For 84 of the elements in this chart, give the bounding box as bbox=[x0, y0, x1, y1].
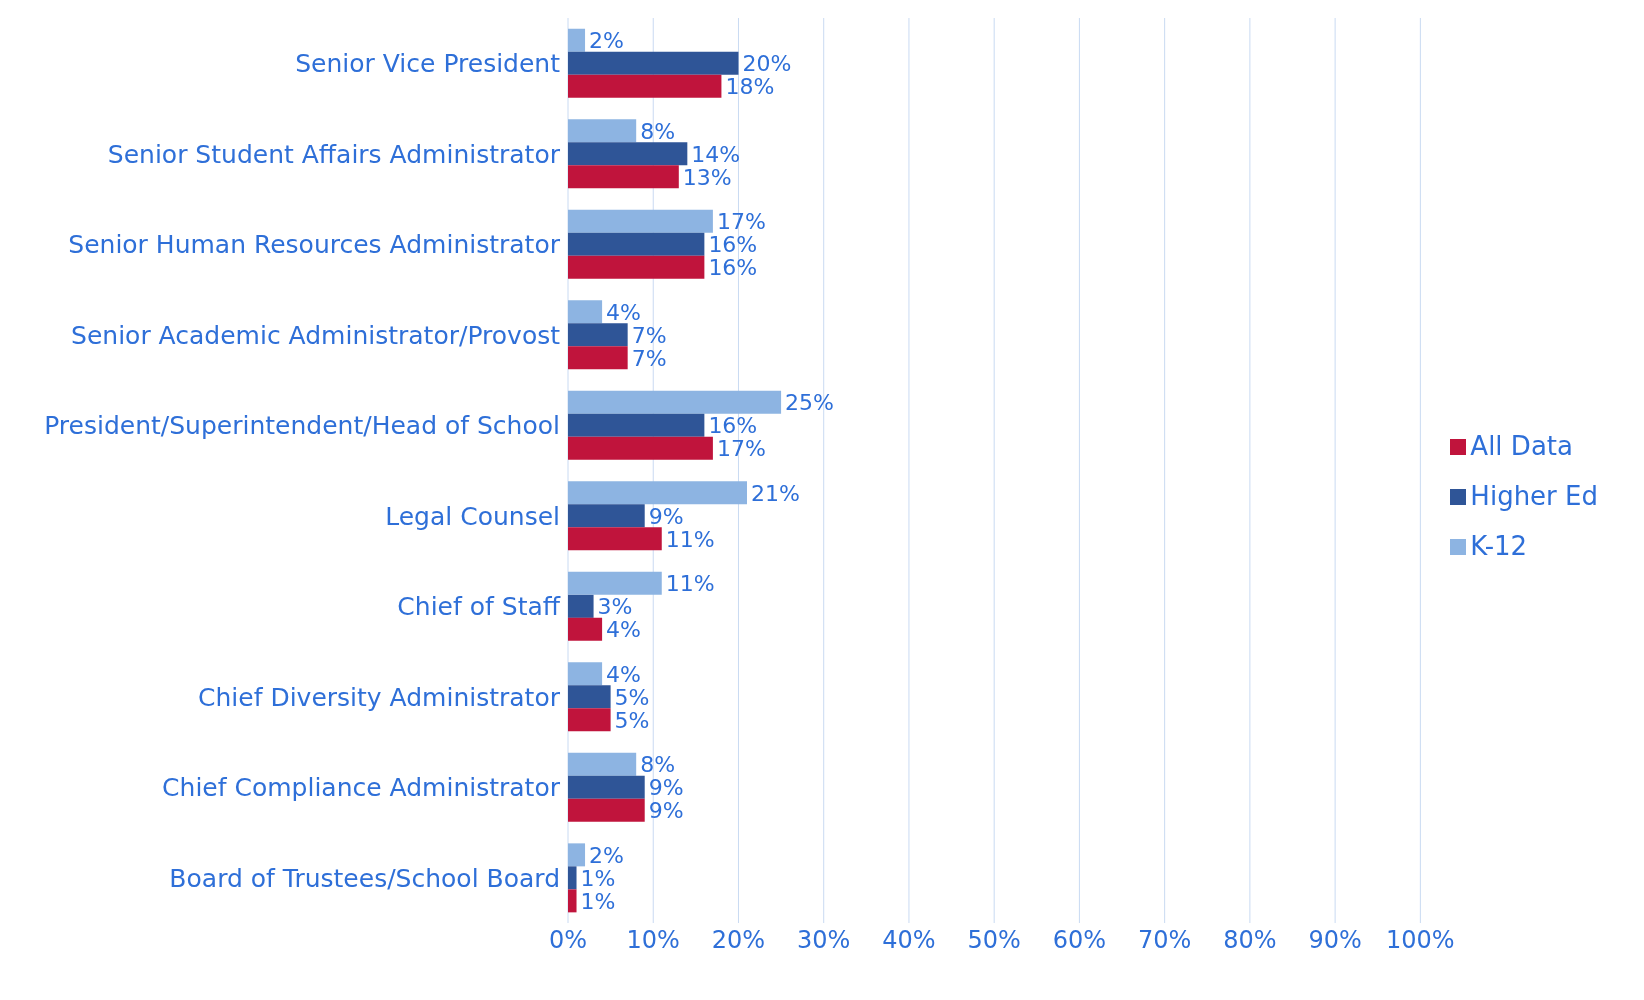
x-tick-label: 10% bbox=[626, 926, 680, 955]
data-label: 13% bbox=[682, 164, 732, 190]
bar bbox=[568, 843, 586, 867]
bar bbox=[568, 685, 611, 709]
legend-label: K-12 bbox=[1470, 530, 1528, 561]
data-label: 2% bbox=[589, 28, 624, 54]
bar bbox=[568, 51, 739, 75]
y-tick-label: Senior Academic Administrator/Provost bbox=[71, 320, 561, 350]
data-label: 11% bbox=[665, 526, 715, 552]
bar bbox=[568, 346, 628, 370]
bar bbox=[568, 255, 705, 279]
data-label: 1% bbox=[580, 888, 616, 914]
data-label: 14% bbox=[691, 141, 741, 167]
data-label: 5% bbox=[614, 707, 650, 733]
data-label: 1% bbox=[580, 865, 616, 891]
bar bbox=[568, 866, 577, 890]
data-label: 7% bbox=[631, 322, 667, 348]
bar bbox=[568, 300, 603, 324]
y-tick-label: Chief Diversity Administrator bbox=[198, 682, 561, 712]
data-label: 4% bbox=[606, 617, 641, 643]
data-label: 5% bbox=[614, 684, 650, 710]
bar bbox=[568, 119, 637, 143]
data-label: 7% bbox=[631, 345, 667, 371]
y-tick-label: Chief Compliance Administrator bbox=[162, 773, 561, 803]
data-label: 2% bbox=[589, 842, 624, 868]
data-label: 16% bbox=[708, 413, 758, 439]
bar bbox=[568, 504, 645, 528]
data-label: 17% bbox=[716, 436, 766, 462]
bar bbox=[568, 28, 586, 52]
bar bbox=[568, 889, 577, 913]
bar bbox=[568, 390, 782, 414]
legend-label: Higher Ed bbox=[1470, 480, 1598, 511]
bar bbox=[568, 527, 662, 551]
y-tick-label: Senior Human Resources Administrator bbox=[68, 230, 561, 260]
x-tick-label: 100% bbox=[1386, 926, 1455, 955]
data-label: 9% bbox=[648, 503, 684, 529]
y-tick-label: Chief of Staff bbox=[397, 592, 561, 622]
x-tick-label: 30% bbox=[797, 926, 851, 955]
bar bbox=[568, 662, 603, 686]
bar bbox=[568, 752, 637, 776]
bar bbox=[568, 775, 645, 799]
y-tick-label: Senior Vice President bbox=[295, 49, 561, 79]
bar bbox=[568, 142, 688, 166]
bar bbox=[568, 165, 679, 189]
y-tick-label: Board of Trustees/School Board bbox=[169, 863, 560, 893]
data-label: 11% bbox=[665, 571, 715, 597]
bar bbox=[568, 481, 747, 505]
data-label: 8% bbox=[640, 752, 676, 778]
data-label: 3% bbox=[597, 594, 633, 620]
data-label: 20% bbox=[742, 51, 792, 77]
x-tick-label: 60% bbox=[1052, 926, 1107, 955]
data-label: 4% bbox=[606, 661, 641, 687]
bar bbox=[568, 232, 705, 256]
x-tick-label: 0% bbox=[548, 926, 588, 955]
data-label: 9% bbox=[648, 798, 684, 824]
data-label: 25% bbox=[785, 390, 834, 416]
legend-label: All Data bbox=[1470, 430, 1573, 461]
bar bbox=[568, 708, 611, 732]
bar bbox=[568, 571, 662, 595]
bar bbox=[568, 74, 722, 98]
x-tick-label: 40% bbox=[882, 926, 936, 955]
y-tick-label: Senior Student Affairs Administrator bbox=[107, 139, 561, 169]
x-tick-label: 70% bbox=[1137, 926, 1192, 955]
bar bbox=[568, 617, 603, 641]
data-label: 21% bbox=[751, 480, 800, 506]
y-tick-label: President/Superintendent/Head of School bbox=[44, 411, 560, 441]
bar bbox=[568, 436, 713, 460]
x-tick-label: 20% bbox=[711, 926, 766, 955]
x-tick-label: 50% bbox=[967, 926, 1021, 955]
data-label: 17% bbox=[716, 209, 766, 235]
bar bbox=[568, 323, 628, 347]
bar bbox=[568, 798, 645, 822]
data-label: 8% bbox=[640, 118, 676, 144]
data-label: 16% bbox=[708, 232, 758, 258]
bar bbox=[568, 209, 713, 233]
x-tick-label: 80% bbox=[1223, 926, 1277, 955]
bar bbox=[568, 413, 705, 437]
y-tick-label: Legal Counsel bbox=[385, 501, 560, 531]
x-tick-label: 90% bbox=[1308, 926, 1362, 955]
bar bbox=[568, 594, 594, 618]
data-label: 9% bbox=[648, 775, 684, 801]
data-label: 16% bbox=[708, 255, 758, 281]
data-label: 4% bbox=[606, 299, 641, 325]
data-label: 18% bbox=[725, 74, 775, 100]
